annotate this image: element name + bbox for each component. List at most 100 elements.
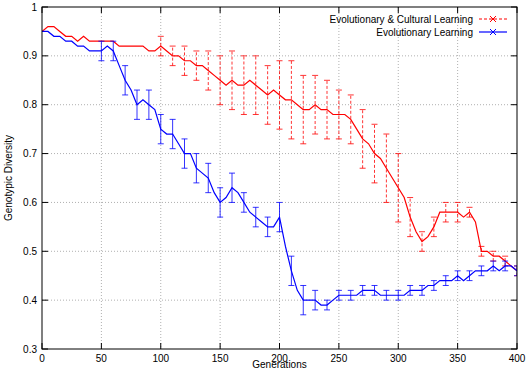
error-bar-part [300,143,306,144]
error-bar-part [478,246,484,247]
error-bar-part [158,114,164,115]
error-bar-part [158,36,164,37]
grid-line [42,300,517,301]
error-bar-part [253,226,259,227]
error-bar-part [182,46,188,47]
tick [42,251,48,252]
grid-line [42,104,517,105]
error-bar-part [372,182,378,183]
tick-label: 0.5 [23,246,37,257]
tick [511,300,517,301]
tick [42,202,48,203]
tick-label: 350 [449,353,466,364]
error-bar-part [300,75,306,76]
error-bar-part [253,114,259,115]
error-bar-part [478,275,484,276]
error-bar-part [478,256,484,257]
tick [101,7,102,13]
error-bar-part [193,50,199,51]
error-bar-part [455,202,461,203]
legend-marker [490,29,496,35]
error-bar-part [443,221,449,222]
error-bar-part [407,197,413,198]
error-bar-part [502,270,508,271]
error-bar-part [431,290,437,291]
grid-line [101,7,102,349]
y-axis-label: Genotypic Diversity [3,135,14,221]
error-bar-part [502,256,508,257]
error-bar-part [348,290,354,291]
tick [457,343,458,349]
error-bar-part [419,285,425,286]
tick [398,343,399,349]
error-bar-part [478,265,484,266]
error-bar-part [372,295,378,296]
error-bar-part [360,295,366,296]
error-bar-part [265,65,271,66]
tick [511,104,517,105]
error-bar-part [265,124,271,125]
error-bar-part [383,134,389,135]
error-bar-part [360,285,366,286]
error-bar-part [348,94,354,95]
error-bar-part [277,202,283,203]
error-bar-part [241,212,247,213]
error-bar-part [288,256,294,257]
error-bar-part [217,104,223,105]
grid-line [457,7,458,349]
error-bar-part [490,261,496,262]
error-bar-part [419,231,425,232]
grid-line [42,153,517,154]
error-bar-part [217,187,223,188]
error-bar-part [383,290,389,291]
error-bar-part [443,202,449,203]
tick [42,55,48,56]
legend-marker [490,16,496,22]
error-bar-part [312,290,318,291]
error-bar-part [182,75,188,76]
error-bar-part [431,236,437,237]
tick [338,7,339,13]
error-bar-part [110,41,116,42]
error-bar-part [407,236,413,237]
error-bar-part [300,285,306,286]
error-bar-part [467,280,473,281]
tick [220,7,221,13]
error-bar-part [229,109,235,110]
error-bar-part [443,285,449,286]
legend: Evolutionary & Cultural LearningEvolutio… [330,14,507,38]
chart: 0.30.40.50.60.70.80.91050100150200250300… [0,0,526,372]
error-bar-part [170,119,176,120]
grid-line [279,7,280,349]
legend-marker [490,16,496,22]
error-bar-part [407,285,413,286]
error-bar-part [360,168,366,169]
legend-label: Evolutionary & Cultural Learning [330,14,473,25]
error-bar-part [277,231,283,232]
tick-label: 0.9 [23,50,37,61]
error-bar-part [383,202,389,203]
error-bar-part [336,290,342,291]
error-bar-part [455,270,461,271]
error-bar-part [253,55,259,56]
error-bar-part [288,138,294,139]
error-bar-part [122,65,128,66]
error-bar-part [229,173,235,174]
error-bar-part [490,261,496,262]
tick [42,300,48,301]
error-bar-part [205,163,211,164]
tick-label: 0 [39,353,45,364]
error-bar-part [170,65,176,66]
tick [279,343,280,349]
error-bar-part [170,46,176,47]
error-bar-part [134,90,140,91]
error-bar-part [253,207,259,208]
error-bar-part [134,119,140,120]
tick-label: 0.8 [23,99,37,110]
grid-line [160,7,161,349]
error-bar-part [431,217,437,218]
grid-line [398,7,399,349]
error-bar-part [122,94,128,95]
error-bar-part [146,119,152,120]
error-bar-part [336,300,342,301]
